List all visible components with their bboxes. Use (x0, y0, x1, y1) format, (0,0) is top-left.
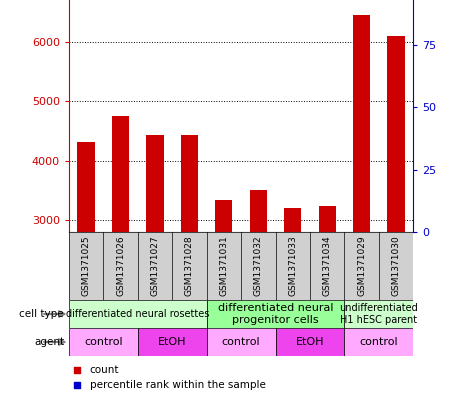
Bar (207, 300, 344, 328)
Text: percentile rank within the sample: percentile rank within the sample (89, 380, 266, 389)
Bar (146, 135, 163, 393)
Bar (215, 200, 232, 393)
Text: GSM1371031: GSM1371031 (219, 235, 228, 296)
Bar (388, 36, 405, 393)
Text: GSM1371028: GSM1371028 (185, 235, 194, 296)
Text: count: count (89, 365, 119, 375)
Text: EtOH: EtOH (295, 337, 324, 347)
Text: GSM1371033: GSM1371033 (288, 235, 297, 296)
Bar (181, 135, 198, 393)
Point (74, 382, 81, 388)
Bar (207, 328, 276, 356)
Text: differentiated neural rosettes: differentiated neural rosettes (66, 309, 209, 319)
Text: GSM1371026: GSM1371026 (116, 235, 125, 296)
Bar (353, 15, 370, 393)
Bar (69, 300, 207, 328)
Text: GSM1371030: GSM1371030 (391, 235, 400, 296)
Text: cell type: cell type (19, 309, 64, 319)
Text: GSM1371034: GSM1371034 (323, 235, 332, 296)
Bar (344, 300, 413, 328)
Bar (344, 328, 413, 356)
Text: control: control (84, 337, 123, 347)
Point (74, 367, 81, 373)
Bar (276, 328, 344, 356)
Text: control: control (222, 337, 260, 347)
Text: differentiated neural
progenitor cells: differentiated neural progenitor cells (218, 303, 333, 325)
Text: GSM1371025: GSM1371025 (82, 235, 91, 296)
Bar (69, 328, 138, 356)
Bar (112, 116, 129, 393)
Bar (138, 328, 207, 356)
Text: EtOH: EtOH (158, 337, 186, 347)
Text: GSM1371027: GSM1371027 (151, 235, 160, 296)
Text: GSM1371032: GSM1371032 (254, 235, 263, 296)
Text: control: control (360, 337, 398, 347)
Bar (284, 208, 301, 393)
Text: undifferentiated
H1 hESC parent: undifferentiated H1 hESC parent (340, 303, 418, 325)
Bar (77, 141, 95, 393)
Bar (319, 206, 336, 393)
Text: agent: agent (34, 337, 64, 347)
Bar (250, 190, 267, 393)
Text: GSM1371029: GSM1371029 (357, 235, 366, 296)
